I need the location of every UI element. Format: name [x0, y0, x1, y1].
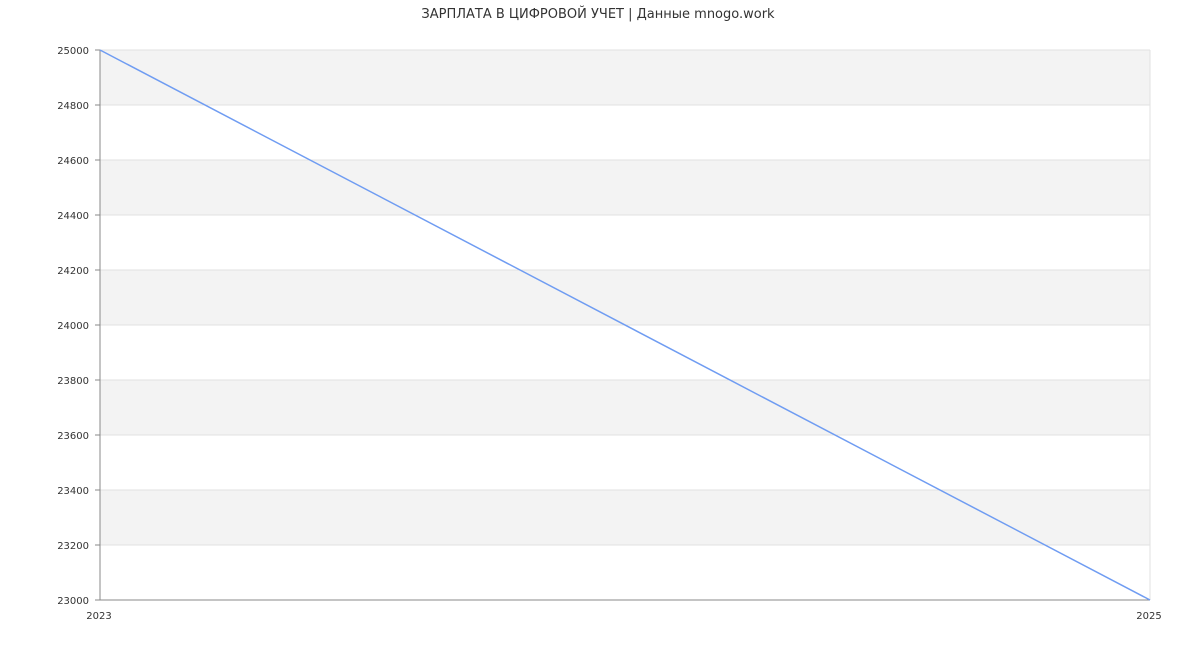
y-tick-label: 24600 [57, 156, 89, 167]
background-band [100, 380, 1150, 435]
y-tick-label: 23400 [57, 486, 89, 497]
x-tick-label: 2025 [1136, 611, 1161, 622]
background-band [100, 160, 1150, 215]
y-tick-label: 23600 [57, 431, 89, 442]
y-tick-label: 24800 [57, 101, 89, 112]
y-tick-label: 24000 [57, 321, 89, 332]
y-tick-label: 23800 [57, 376, 89, 387]
y-tick-label: 25000 [57, 46, 89, 57]
y-tick-label: 24200 [57, 266, 89, 277]
y-tick-label: 24400 [57, 211, 89, 222]
background-band [100, 490, 1150, 545]
background-band [100, 270, 1150, 325]
series-line [99, 49, 1151, 601]
x-tick-label: 2023 [86, 611, 111, 622]
y-tick-label: 23200 [57, 541, 89, 552]
background-band [100, 50, 1150, 105]
y-tick-label: 23000 [57, 596, 89, 607]
chart-title: ЗАРПЛАТА В ЦИФРОВОЙ УЧЕТ | Данные mnogo.… [421, 6, 775, 22]
